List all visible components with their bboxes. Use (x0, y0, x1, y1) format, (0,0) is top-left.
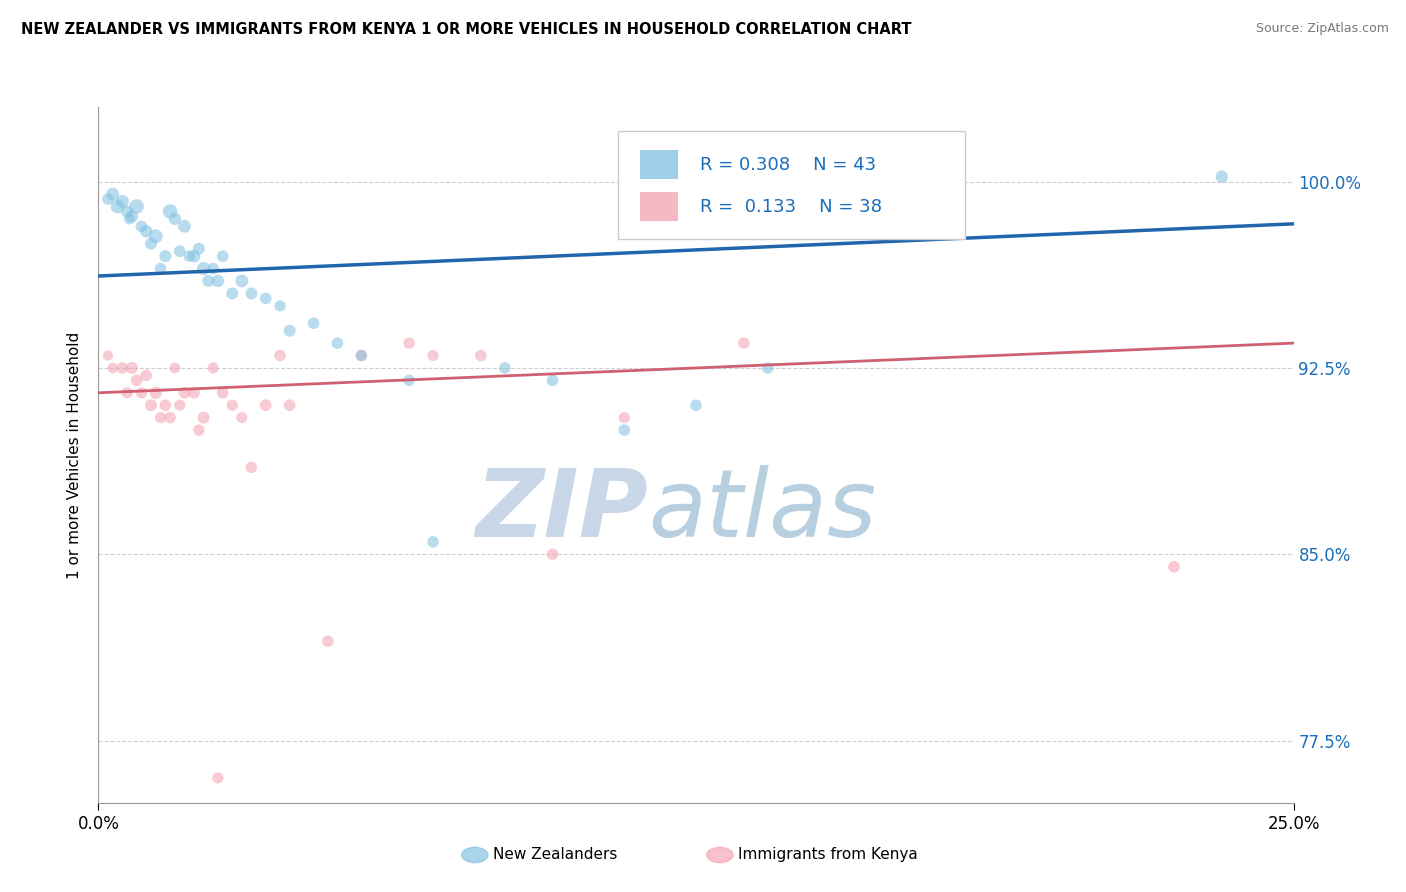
Point (494, 361, 516, 376)
FancyBboxPatch shape (640, 192, 678, 221)
Text: New Zealanders: New Zealanders (494, 847, 617, 863)
Point (187, 242, 209, 256)
Point (155, 249, 177, 263)
Point (125, 373, 148, 387)
Point (302, 316, 325, 330)
Point (202, 261, 225, 276)
Text: atlas: atlas (648, 465, 876, 556)
Point (163, 361, 186, 376)
Point (269, 349, 291, 363)
Point (97, 192, 120, 206)
Point (254, 291, 277, 305)
Text: R =  0.133    N = 38: R = 0.133 N = 38 (700, 197, 882, 216)
Point (121, 210, 143, 224)
Point (107, 199, 129, 213)
Point (231, 410, 253, 425)
Point (145, 385, 167, 400)
Point (125, 199, 148, 213)
Point (316, 634, 339, 648)
Point (350, 349, 373, 363)
Point (240, 460, 263, 475)
FancyBboxPatch shape (640, 150, 678, 179)
Point (155, 398, 177, 412)
Point (350, 349, 373, 363)
Point (135, 368, 157, 383)
Point (398, 336, 420, 351)
Point (613, 410, 636, 425)
Point (221, 286, 243, 301)
Point (101, 187, 124, 202)
Point (254, 398, 277, 412)
Point (118, 211, 141, 226)
Point (187, 423, 209, 437)
Point (183, 385, 205, 400)
Point (541, 547, 564, 561)
Point (326, 336, 349, 351)
Point (613, 423, 636, 437)
Point (115, 385, 138, 400)
Point (149, 410, 172, 425)
Point (131, 385, 153, 400)
Point (139, 236, 162, 251)
Point (231, 274, 253, 288)
Point (97, 349, 120, 363)
Point (159, 410, 181, 425)
Point (131, 219, 153, 234)
Point (197, 274, 219, 288)
Point (193, 410, 215, 425)
Circle shape (461, 847, 488, 863)
Point (169, 398, 191, 412)
Point (149, 261, 172, 276)
Point (1163, 559, 1185, 574)
Y-axis label: 1 or more Vehicles in Household: 1 or more Vehicles in Household (67, 331, 83, 579)
Point (422, 349, 444, 363)
Point (169, 244, 191, 259)
Point (111, 194, 134, 209)
Point (398, 373, 420, 387)
Point (1211, 169, 1233, 184)
Point (179, 249, 201, 263)
Point (173, 385, 195, 400)
Point (207, 274, 229, 288)
Point (240, 286, 263, 301)
Point (278, 324, 301, 338)
Point (211, 249, 233, 263)
Text: Immigrants from Kenya: Immigrants from Kenya (738, 847, 918, 863)
Point (685, 398, 707, 412)
Point (163, 211, 186, 226)
Text: NEW ZEALANDER VS IMMIGRANTS FROM KENYA 1 OR MORE VEHICLES IN HOUSEHOLD CORRELATI: NEW ZEALANDER VS IMMIGRANTS FROM KENYA 1… (21, 22, 911, 37)
Point (470, 349, 492, 363)
Point (733, 336, 755, 351)
Point (145, 229, 167, 244)
Point (183, 249, 205, 263)
Point (541, 373, 564, 387)
Point (173, 219, 195, 234)
Point (269, 299, 291, 313)
Point (193, 261, 215, 276)
Point (221, 398, 243, 412)
Point (101, 361, 124, 376)
Point (111, 361, 134, 376)
Point (278, 398, 301, 412)
FancyBboxPatch shape (619, 131, 965, 239)
Point (139, 398, 162, 412)
Point (202, 361, 225, 376)
Point (135, 224, 157, 238)
Text: Source: ZipAtlas.com: Source: ZipAtlas.com (1256, 22, 1389, 36)
Point (121, 361, 143, 376)
Text: ZIP: ZIP (475, 465, 648, 557)
Point (207, 771, 229, 785)
Point (422, 535, 444, 549)
Point (211, 385, 233, 400)
Circle shape (707, 847, 733, 863)
Point (756, 361, 779, 376)
Point (115, 204, 138, 219)
Point (159, 204, 181, 219)
Text: R = 0.308    N = 43: R = 0.308 N = 43 (700, 156, 876, 174)
